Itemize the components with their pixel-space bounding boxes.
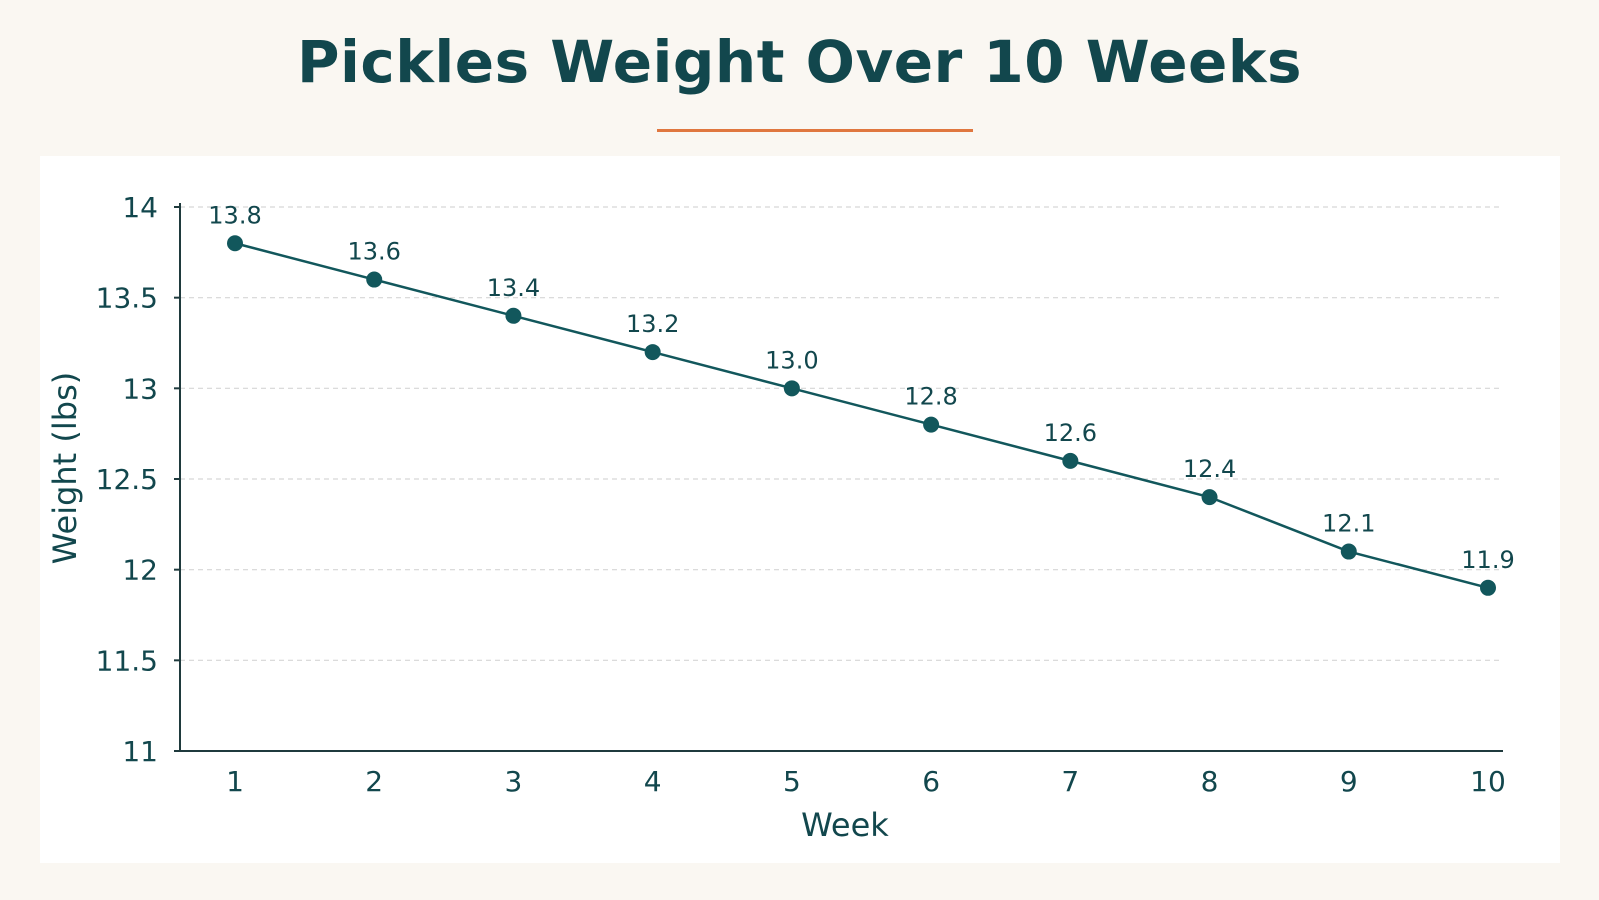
- y-axis-title: Weight (lbs): [46, 372, 84, 565]
- x-tick-label: 7: [1061, 765, 1079, 798]
- chart-panel: [40, 156, 1560, 863]
- x-tick-label: 10: [1470, 765, 1506, 798]
- data-label: 13.6: [348, 238, 401, 266]
- data-point: [227, 235, 243, 252]
- x-tick-label: 4: [644, 765, 662, 798]
- data-point: [644, 344, 661, 361]
- x-axis-title: Week: [801, 806, 889, 844]
- chart-title: Pickles Weight Over 10 Weeks: [297, 28, 1302, 96]
- x-tick-label: 8: [1201, 765, 1219, 798]
- series-weight: [227, 235, 1496, 596]
- data-point: [1340, 543, 1357, 560]
- data-label: 12.4: [1183, 455, 1236, 483]
- x-tick-label: 5: [783, 765, 801, 798]
- data-point: [1480, 579, 1496, 596]
- data-label: 13.0: [765, 346, 818, 374]
- y-tick-label: 11.5: [96, 644, 158, 677]
- y-tick-label: 12: [122, 554, 158, 587]
- y-tick-label: 14: [122, 191, 158, 224]
- title-underline: [657, 129, 973, 132]
- x-tick-label: 6: [922, 765, 940, 798]
- data-point: [923, 416, 940, 433]
- data-point: [505, 307, 522, 324]
- x-tick-label: 3: [505, 765, 523, 798]
- x-tick-label: 1: [226, 765, 244, 798]
- data-label: 13.8: [208, 201, 261, 229]
- data-point: [1201, 489, 1218, 506]
- y-tick-label: 11: [122, 735, 158, 768]
- data-label: 12.6: [1044, 419, 1097, 447]
- data-label: 11.9: [1461, 546, 1514, 574]
- series-line: [234, 242, 1489, 590]
- y-tick-label: 13: [122, 372, 158, 405]
- data-point: [366, 271, 383, 288]
- axes: [174, 203, 1503, 752]
- y-tick-label: 13.5: [96, 282, 158, 315]
- data-label: 13.2: [626, 310, 679, 338]
- gridlines: [180, 206, 1503, 661]
- x-tick-label: 9: [1340, 765, 1358, 798]
- data-label: 13.4: [487, 274, 540, 302]
- data-point: [1062, 452, 1079, 469]
- data-label: 12.8: [904, 383, 957, 411]
- y-tick-label: 12.5: [96, 463, 158, 496]
- x-tick-label: 2: [365, 765, 383, 798]
- data-label: 12.1: [1322, 510, 1375, 538]
- data-point: [783, 380, 800, 397]
